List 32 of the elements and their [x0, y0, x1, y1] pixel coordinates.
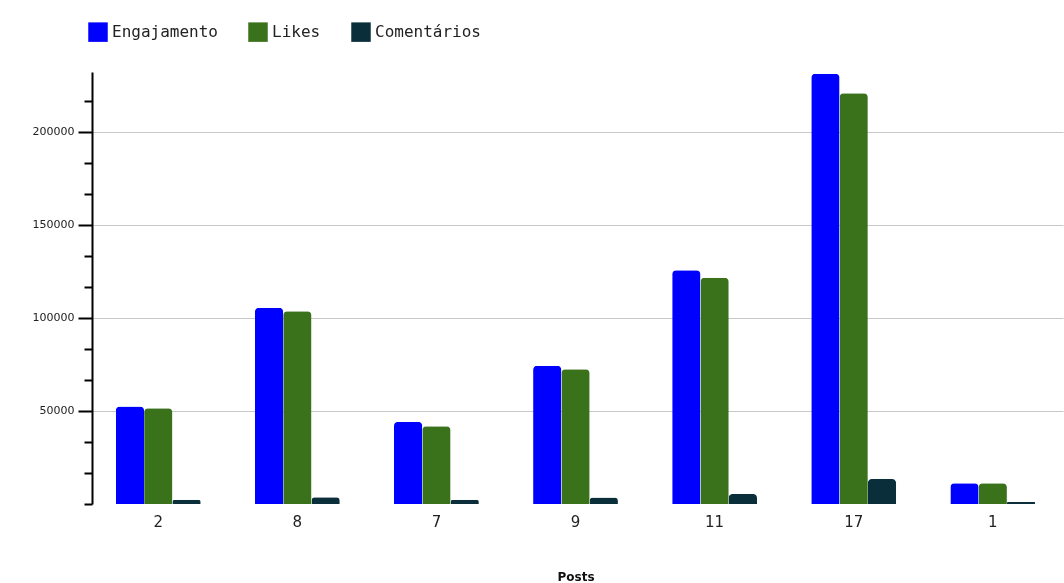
x-tick-label: 2: [153, 512, 164, 531]
bar: [728, 493, 758, 504]
bar: [254, 307, 284, 504]
bar: [811, 73, 840, 504]
y-tick-label: 150000: [32, 218, 75, 232]
bar: [700, 277, 729, 504]
y-tick-label: 100000: [32, 311, 75, 325]
x-tick-label: 11: [705, 512, 725, 531]
y-tick-label: 50000: [39, 404, 75, 418]
x-tick-label: 9: [570, 512, 581, 531]
x-axis-title: Posts: [557, 569, 595, 583]
x-tick-label: 1: [987, 512, 998, 531]
x-tick-label: 8: [292, 512, 303, 531]
x-tick-label: 17: [844, 512, 864, 531]
legend-label: Engajamento: [112, 22, 218, 42]
bar: [144, 408, 173, 504]
bar: [422, 426, 451, 504]
bar: [393, 421, 423, 504]
legend-label: Comentários: [375, 22, 481, 42]
bar: [1006, 501, 1036, 504]
bar: [839, 93, 868, 504]
y-tick-label: 200000: [32, 125, 75, 139]
legend-label: Likes: [272, 22, 321, 42]
bar: [533, 365, 562, 504]
x-tick-label: 7: [431, 512, 442, 531]
bar: [978, 483, 1007, 504]
bar: [561, 369, 590, 504]
bar: [672, 270, 701, 504]
bar: [867, 479, 897, 504]
bar: [115, 406, 145, 504]
bar: [283, 311, 312, 504]
bar: [950, 483, 979, 504]
